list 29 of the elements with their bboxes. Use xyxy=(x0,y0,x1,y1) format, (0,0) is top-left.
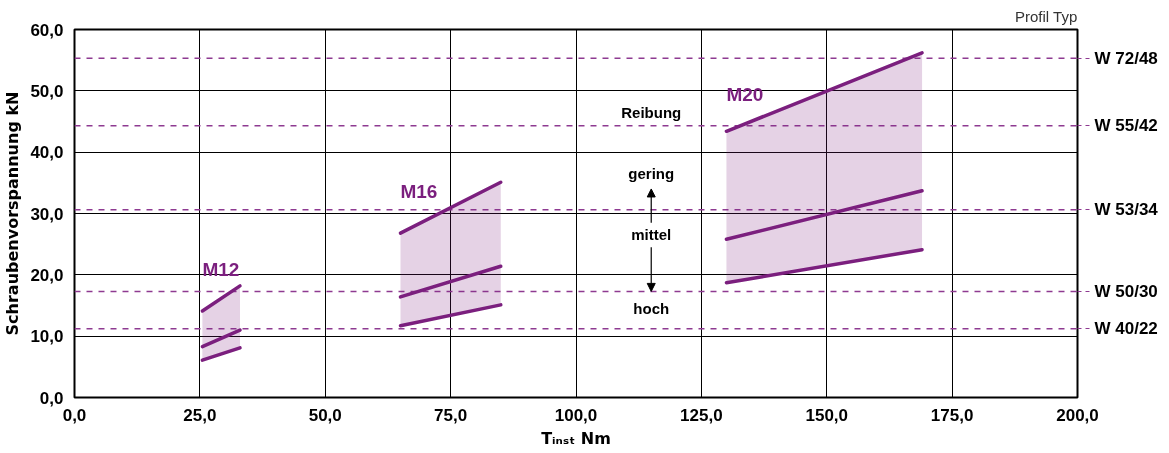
x-tick-label: 200,0 xyxy=(1056,405,1099,425)
y-axis-title: Schraubenvorspannung kN xyxy=(3,91,23,336)
ref-line-label: W 55/42 xyxy=(1094,116,1158,136)
x-tick-label: 25,0 xyxy=(183,405,217,425)
annotation: hoch xyxy=(633,300,670,318)
ref-line-label: W 53/34 xyxy=(1094,200,1159,220)
x-tick-label: 150,0 xyxy=(805,405,849,425)
y-tick-label: 10,0 xyxy=(30,327,64,347)
annotation: mittel xyxy=(631,226,672,244)
x-tick-label: 0,0 xyxy=(62,405,87,425)
x-tick-label: 175,0 xyxy=(930,405,974,425)
x-tick-label: 125,0 xyxy=(680,405,723,425)
y-tick-label: 60,0 xyxy=(30,20,64,40)
annotation: Reibung xyxy=(621,103,682,121)
y-tick-label: 0,0 xyxy=(39,388,64,408)
ref-line-label: W 50/30 xyxy=(1094,281,1158,301)
x-tick-label: 100,0 xyxy=(554,405,598,425)
x-tick-label: 50,0 xyxy=(308,405,342,425)
y-tick-label: 50,0 xyxy=(30,81,64,101)
text: Profil Typ xyxy=(1014,7,1078,25)
x-axis-title: Tᵢₙₛₜ Nm xyxy=(541,428,611,448)
annotation: gering xyxy=(628,165,675,183)
series-label: M16 xyxy=(400,180,438,202)
ref-line-label: W 72/48 xyxy=(1094,48,1158,68)
x-tick-label: 75,0 xyxy=(434,405,468,425)
ref-line-label: W 40/22 xyxy=(1094,319,1158,339)
y-tick-label: 30,0 xyxy=(30,204,64,224)
y-tick-label: 20,0 xyxy=(30,265,64,285)
y-tick-label: 40,0 xyxy=(30,143,64,163)
